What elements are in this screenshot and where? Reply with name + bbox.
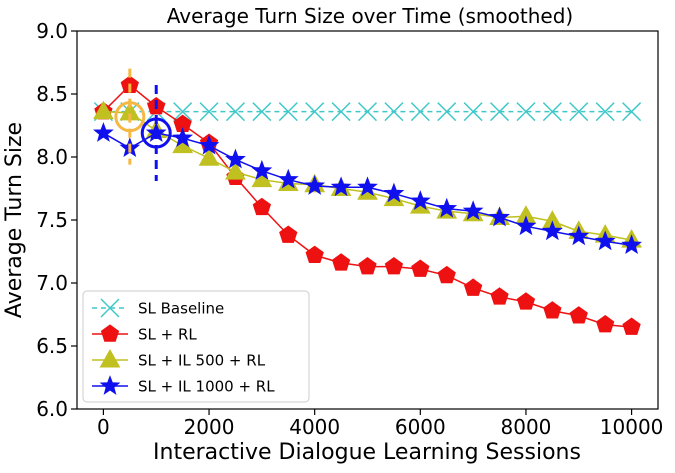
legend: SL Baseline SL + RL SL + IL 500 + RL SL + I…	[82, 290, 310, 403]
data-point	[436, 197, 458, 218]
data-point	[542, 102, 562, 122]
data-point	[594, 230, 616, 251]
chart-title: Average Turn Size over Time (smoothed)	[167, 4, 573, 28]
legend-marker	[100, 324, 120, 342]
data-point	[278, 102, 298, 122]
data-point	[516, 102, 536, 122]
x-tick-label: 10000	[600, 415, 664, 439]
data-point	[437, 265, 456, 284]
legend-label: SL Baseline	[138, 300, 224, 318]
data-point	[173, 102, 193, 122]
x-tick-label: 4000	[289, 415, 340, 439]
x-tick-label: 0	[97, 415, 110, 439]
data-point	[251, 159, 273, 180]
y-axis: 6.0 6.5 7.0 7.5 8.0 8.5 9.0	[36, 19, 77, 421]
y-tick-label: 6.0	[36, 397, 68, 421]
data-point	[357, 176, 378, 197]
data-point	[277, 168, 299, 189]
legend-item: SL Baseline	[92, 298, 224, 318]
data-point	[384, 102, 404, 122]
data-point	[383, 182, 405, 203]
series-layer	[93, 75, 642, 335]
data-point	[516, 292, 536, 310]
series-1	[93, 102, 642, 122]
x-tick-label: 6000	[395, 415, 446, 439]
x-axis-label: Interactive Dialogue Learning Sessions	[153, 440, 581, 465]
data-point	[490, 102, 510, 122]
annotation-circle	[140, 117, 172, 149]
data-point	[304, 175, 326, 195]
data-point	[463, 278, 483, 296]
data-point	[541, 220, 563, 241]
data-point	[463, 102, 483, 122]
data-point	[490, 287, 509, 305]
y-tick-label: 6.5	[36, 334, 68, 358]
legend-marker	[99, 348, 121, 368]
legend-item: SL + IL 1000 + RL	[92, 375, 275, 396]
data-point	[568, 225, 590, 246]
data-point	[252, 197, 272, 216]
data-point	[252, 102, 272, 122]
legend-label: SL + IL 500 + RL	[138, 352, 266, 370]
legend-item: SL + RL	[92, 324, 197, 344]
data-point	[172, 127, 194, 147]
data-point	[410, 102, 430, 122]
legend-marker	[99, 375, 121, 395]
data-point	[198, 147, 220, 166]
x-tick-label: 2000	[184, 415, 235, 439]
y-tick-label: 7.0	[36, 271, 68, 295]
x-axis: 0 2000 4000 6000 8000 10000	[97, 409, 663, 439]
legend-frame	[82, 290, 310, 403]
data-point	[569, 306, 588, 324]
y-axis-label: Average Turn Size	[2, 122, 27, 318]
y-tick-label: 8.0	[36, 145, 68, 169]
y-tick-label: 9.0	[36, 19, 68, 43]
data-point	[437, 102, 457, 122]
annotation-layer	[114, 68, 172, 182]
data-point	[621, 234, 642, 255]
series-2	[94, 75, 641, 335]
legend-label: SL + IL 1000 + RL	[138, 378, 275, 396]
data-point	[331, 253, 351, 271]
data-point	[489, 206, 510, 227]
legend-item: SL + IL 500 + RL	[92, 348, 266, 370]
data-point	[358, 257, 377, 275]
y-tick-label: 7.5	[36, 208, 68, 232]
data-point	[279, 225, 298, 243]
data-point	[515, 215, 537, 236]
data-point	[384, 257, 404, 275]
data-point	[622, 317, 641, 335]
data-point	[409, 190, 431, 210]
data-point	[199, 102, 219, 122]
data-point	[596, 314, 615, 333]
data-point	[622, 102, 642, 122]
data-point	[305, 245, 324, 264]
data-point	[225, 161, 246, 180]
legend-label: SL + RL	[138, 326, 197, 344]
data-point	[330, 176, 352, 197]
y-tick-label: 8.5	[36, 82, 68, 106]
data-point	[331, 102, 351, 122]
legend-marker	[100, 298, 120, 318]
data-point	[225, 148, 246, 169]
data-point	[411, 259, 430, 277]
x-tick-label: 8000	[501, 415, 552, 439]
data-point	[595, 102, 615, 122]
series-4	[93, 122, 642, 255]
data-point	[569, 102, 589, 122]
data-point	[225, 102, 245, 122]
annotation-circle	[114, 101, 146, 133]
data-point	[93, 122, 114, 142]
data-point	[198, 134, 220, 155]
data-point	[93, 100, 114, 120]
data-point	[357, 102, 378, 122]
data-point	[462, 200, 484, 221]
data-point	[543, 301, 562, 319]
data-point	[305, 102, 325, 122]
